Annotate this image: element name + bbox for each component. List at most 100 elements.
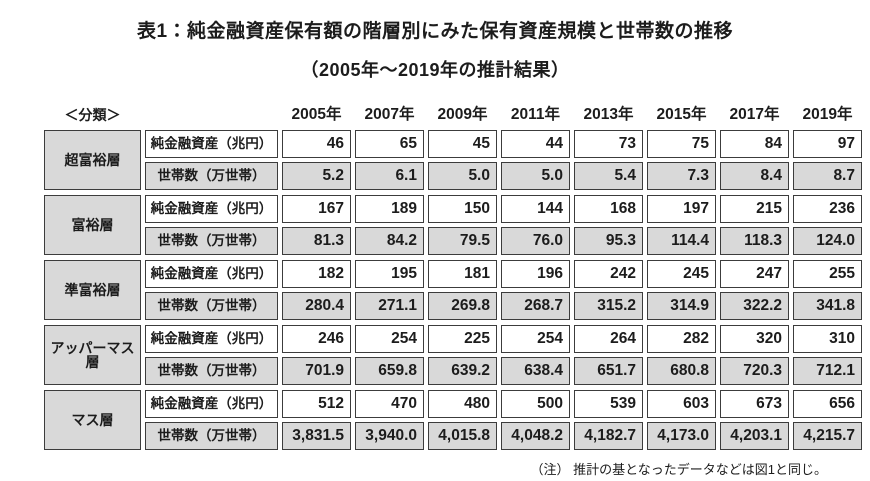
household-value-cell: 680.8	[647, 357, 716, 385]
assets-row-label: 純金融資産（兆円）	[145, 260, 278, 288]
asset-value-cell: 500	[501, 390, 570, 418]
asset-value-cell: 245	[647, 260, 716, 288]
household-value-cell: 5.0	[501, 162, 570, 190]
asset-value-cell: 84	[720, 130, 789, 158]
asset-value-cell: 255	[793, 260, 862, 288]
asset-value-cell: 246	[282, 325, 351, 353]
household-value-cell: 322.2	[720, 292, 789, 320]
asset-value-cell: 197	[647, 195, 716, 223]
household-value-cell: 3,831.5	[282, 422, 351, 450]
year-header: 2009年	[437, 105, 488, 123]
tier-group: 超富裕層 純金融資産（兆円） 46 65 45 44 73 75 84 97 世帯数（万世帯） 5.2…	[44, 130, 862, 190]
household-value-cell: 7.3	[647, 162, 716, 190]
year-header: 2005年	[291, 105, 342, 123]
asset-value-cell: 242	[574, 260, 643, 288]
asset-value-cell: 182	[282, 260, 351, 288]
asset-value-cell: 46	[282, 130, 351, 158]
asset-value-cell: 189	[355, 195, 424, 223]
asset-value-cell: 236	[793, 195, 862, 223]
household-value-cell: 701.9	[282, 357, 351, 385]
asset-value-cell: 167	[282, 195, 351, 223]
tier-name-cell: マス層	[44, 390, 141, 450]
year-header: 2017年	[729, 105, 780, 123]
assets-row-label: 純金融資産（兆円）	[145, 390, 278, 418]
assets-row-label: 純金融資産（兆円）	[145, 130, 278, 158]
asset-value-cell: 264	[574, 325, 643, 353]
household-value-cell: 8.7	[793, 162, 862, 190]
household-value-cell: 720.3	[720, 357, 789, 385]
assets-row-label: 純金融資産（兆円）	[145, 325, 278, 353]
row-label-column-spacer	[145, 123, 278, 125]
household-value-cell: 268.7	[501, 292, 570, 320]
tier-group: 富裕層 純金融資産（兆円） 167 189 150 144 168 197 215 236 世帯数（…	[44, 195, 862, 255]
household-value-cell: 712.1	[793, 357, 862, 385]
asset-value-cell: 539	[574, 390, 643, 418]
asset-value-cell: 656	[793, 390, 862, 418]
asset-value-cell: 603	[647, 390, 716, 418]
asset-value-cell: 196	[501, 260, 570, 288]
household-value-cell: 124.0	[793, 227, 862, 255]
household-value-cell: 269.8	[428, 292, 497, 320]
household-value-cell: 84.2	[355, 227, 424, 255]
household-value-cell: 3,940.0	[355, 422, 424, 450]
asset-value-cell: 512	[282, 390, 351, 418]
asset-value-cell: 144	[501, 195, 570, 223]
household-value-cell: 4,015.8	[428, 422, 497, 450]
household-value-cell: 95.3	[574, 227, 643, 255]
tier-group: マス層 純金融資産（兆円） 512 470 480 500 539 603 673 656 世帯数（…	[44, 390, 862, 450]
asset-value-cell: 45	[428, 130, 497, 158]
household-value-cell: 639.2	[428, 357, 497, 385]
household-value-cell: 76.0	[501, 227, 570, 255]
household-value-cell: 4,203.1	[720, 422, 789, 450]
footnote: （注） 推計の基となったデータなどは図1と同じ。	[530, 462, 827, 477]
asset-value-cell: 97	[793, 130, 862, 158]
year-header: 2015年	[656, 105, 707, 123]
household-value-cell: 81.3	[282, 227, 351, 255]
table-title: 表1：純金融資産保有額の階層別にみた保有資産規模と世帯数の推移	[136, 21, 734, 42]
asset-value-cell: 44	[501, 130, 570, 158]
table-subtitle: （2005年～2019年の推計結果）	[300, 60, 570, 80]
year-header: 2013年	[583, 105, 634, 123]
household-value-cell: 651.7	[574, 357, 643, 385]
asset-value-cell: 310	[793, 325, 862, 353]
asset-value-cell: 75	[647, 130, 716, 158]
asset-value-cell: 254	[501, 325, 570, 353]
household-value-cell: 114.4	[647, 227, 716, 255]
household-value-cell: 4,182.7	[574, 422, 643, 450]
households-row-label: 世帯数（万世帯）	[145, 357, 278, 385]
asset-value-cell: 480	[428, 390, 497, 418]
tier-name-cell: 富裕層	[44, 195, 141, 255]
household-value-cell: 5.0	[428, 162, 497, 190]
asset-value-cell: 282	[647, 325, 716, 353]
year-header: 2019年	[802, 105, 853, 123]
household-value-cell: 5.4	[574, 162, 643, 190]
household-value-cell: 4,215.7	[793, 422, 862, 450]
asset-value-cell: 73	[574, 130, 643, 158]
tier-name-cell: 超富裕層	[44, 130, 141, 190]
household-value-cell: 8.4	[720, 162, 789, 190]
category-column-header: ＜分類＞	[64, 106, 121, 123]
household-value-cell: 118.3	[720, 227, 789, 255]
households-row-label: 世帯数（万世帯）	[145, 227, 278, 255]
household-value-cell: 271.1	[355, 292, 424, 320]
asset-value-cell: 254	[355, 325, 424, 353]
table-body: 超富裕層 純金融資産（兆円） 46 65 45 44 73 75 84 97 世帯数（万世帯） 5.2…	[44, 130, 862, 450]
assets-row-label: 純金融資産（兆円）	[145, 195, 278, 223]
household-value-cell: 315.2	[574, 292, 643, 320]
asset-value-cell: 65	[355, 130, 424, 158]
household-value-cell: 79.5	[428, 227, 497, 255]
household-value-cell: 314.9	[647, 292, 716, 320]
tier-name-cell: 準富裕層	[44, 260, 141, 320]
asset-value-cell: 215	[720, 195, 789, 223]
asset-value-cell: 320	[720, 325, 789, 353]
asset-value-cell: 150	[428, 195, 497, 223]
tier-group: 準富裕層 純金融資産（兆円） 182 195 181 196 242 245 247 255 世帯数…	[44, 260, 862, 320]
household-value-cell: 638.4	[501, 357, 570, 385]
asset-value-cell: 673	[720, 390, 789, 418]
asset-value-cell: 470	[355, 390, 424, 418]
household-value-cell: 4,173.0	[647, 422, 716, 450]
asset-value-cell: 247	[720, 260, 789, 288]
household-value-cell: 341.8	[793, 292, 862, 320]
household-value-cell: 659.8	[355, 357, 424, 385]
asset-value-cell: 195	[355, 260, 424, 288]
